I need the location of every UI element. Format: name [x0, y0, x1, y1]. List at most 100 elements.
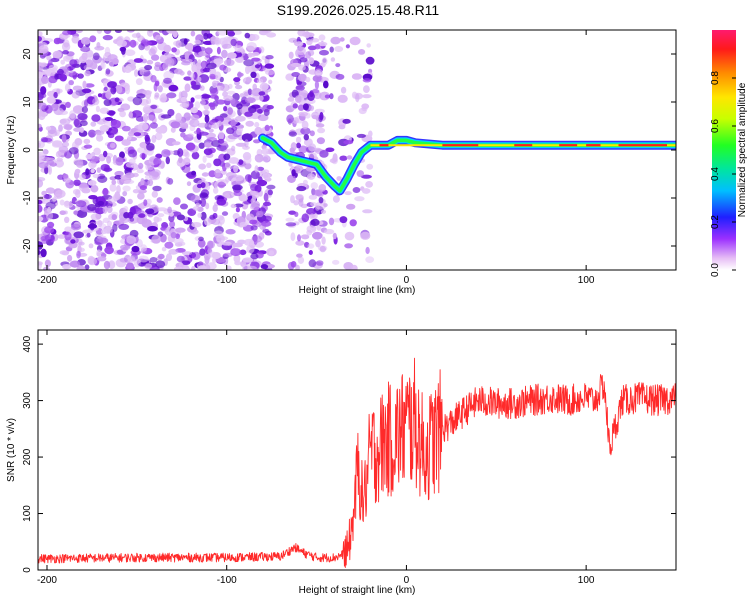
- noise-speckle: [140, 244, 148, 252]
- noise-speckle: [305, 51, 311, 59]
- noise-speckle: [200, 211, 207, 221]
- noise-speckle: [54, 189, 66, 198]
- noise-speckle: [152, 185, 162, 192]
- noise-speckle: [225, 228, 236, 235]
- noise-speckle: [107, 81, 117, 89]
- noise-speckle: [148, 30, 153, 33]
- noise-speckle: [79, 120, 88, 127]
- noise-speckle: [165, 156, 170, 165]
- noise-speckle: [224, 162, 231, 169]
- y-tick-label: 400: [22, 335, 33, 352]
- noise-speckle: [319, 112, 324, 121]
- noise-speckle: [266, 105, 274, 110]
- noise-speckle: [164, 241, 174, 249]
- noise-speckle: [126, 235, 136, 245]
- noise-speckle: [45, 126, 52, 131]
- noise-speckle: [234, 80, 240, 86]
- noise-speckle: [93, 147, 101, 156]
- noise-speckle: [38, 91, 44, 101]
- noise-speckle: [90, 213, 102, 221]
- colorbar-tick-label: 0.6: [710, 119, 721, 133]
- noise-speckle: [129, 39, 137, 48]
- noise-speckle: [45, 187, 56, 194]
- noise-speckle: [76, 250, 81, 259]
- noise-speckle: [310, 202, 317, 207]
- noise-speckle: [48, 166, 52, 175]
- noise-speckle: [325, 147, 335, 153]
- noise-speckle: [46, 96, 56, 104]
- noise-speckle: [170, 121, 181, 129]
- noise-speckle: [209, 73, 216, 80]
- noise-speckle: [62, 141, 70, 148]
- noise-speckle: [298, 198, 304, 207]
- noise-speckle: [81, 88, 92, 94]
- noise-speckle: [187, 208, 197, 216]
- noise-speckle: [320, 209, 327, 214]
- noise-speckle: [190, 194, 200, 203]
- noise-speckle: [124, 172, 135, 179]
- noise-speckle: [308, 143, 317, 152]
- noise-speckle: [114, 191, 121, 200]
- noise-speckle: [288, 51, 294, 59]
- noise-speckle: [206, 162, 212, 168]
- noise-speckle: [62, 264, 72, 270]
- noise-speckle: [103, 150, 108, 158]
- noise-speckle: [213, 158, 222, 167]
- noise-speckle: [266, 184, 276, 190]
- colorbar: 0.0 0.2 0.4 0.6 0.8 Normalized spectral ampl…: [710, 30, 748, 277]
- colorbar-tick-label: 0.8: [710, 71, 721, 85]
- noise-speckle: [296, 185, 307, 192]
- noise-speckle: [365, 181, 373, 188]
- noise-speckle: [90, 168, 95, 174]
- noise-speckle: [296, 253, 303, 258]
- noise-speckle: [243, 59, 255, 67]
- noise-speckle: [47, 206, 52, 213]
- noise-speckle: [329, 46, 334, 53]
- noise-speckle: [287, 261, 295, 270]
- noise-speckle: [230, 119, 236, 128]
- noise-speckle: [237, 58, 244, 64]
- noise-speckle: [319, 150, 329, 158]
- noise-speckle: [200, 198, 207, 208]
- snr-frame: [37, 329, 677, 571]
- noise-speckle: [261, 144, 267, 150]
- noise-speckle: [38, 36, 42, 42]
- noise-speckle: [82, 229, 93, 234]
- noise-speckle: [286, 114, 294, 124]
- noise-speckle: [222, 43, 232, 49]
- noise-speckle: [114, 97, 120, 102]
- noise-speckle: [126, 30, 135, 33]
- noise-speckle: [165, 253, 173, 262]
- x-tick-label: 100: [578, 575, 595, 586]
- snr-x-axis: -200 -100 0 100: [37, 330, 595, 586]
- noise-speckle: [104, 164, 111, 173]
- noise-speckle: [179, 103, 189, 108]
- noise-speckle: [155, 34, 162, 40]
- noise-speckle: [173, 237, 184, 245]
- noise-speckle: [212, 204, 218, 212]
- noise-speckle: [225, 176, 230, 183]
- noise-speckle: [90, 121, 97, 127]
- noise-speckle: [111, 214, 118, 221]
- noise-speckle: [84, 83, 95, 88]
- noise-speckle: [250, 170, 260, 180]
- signal-ridge-layer: [258, 133, 676, 196]
- noise-speckle: [133, 132, 142, 137]
- noise-speckle: [172, 141, 181, 146]
- noise-speckle: [180, 132, 186, 138]
- noise-speckle: [319, 49, 329, 56]
- noise-speckle: [339, 216, 348, 224]
- noise-speckle: [332, 259, 340, 265]
- noise-speckle: [106, 205, 113, 214]
- noise-speckle: [127, 135, 132, 141]
- noise-speckle: [350, 264, 358, 270]
- noise-speckle: [180, 90, 188, 100]
- noise-speckle: [179, 71, 185, 76]
- noise-speckle: [141, 41, 153, 46]
- noise-speckle: [299, 89, 309, 99]
- noise-speckle: [61, 42, 71, 52]
- noise-speckle: [366, 43, 372, 48]
- noise-speckle: [179, 122, 189, 129]
- noise-speckle: [187, 42, 194, 52]
